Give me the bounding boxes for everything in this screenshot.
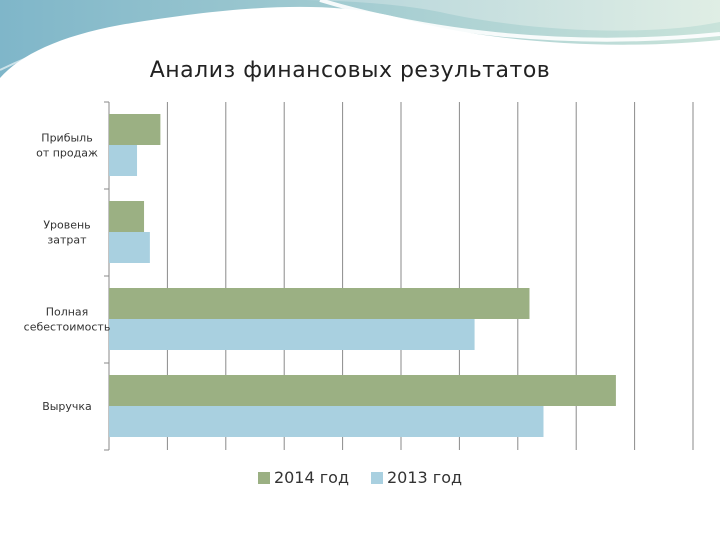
bar-2013-4 — [109, 406, 544, 437]
legend-label-2013: 2013 год — [387, 468, 463, 487]
legend-item-2013: 2013 год — [371, 468, 462, 487]
bar-chart: Прибыль от продаж Уровень затрат Полная себес… — [24, 101, 694, 451]
category-label: Прибыль от продаж — [36, 132, 98, 160]
category-label: Полная себестоимость — [24, 306, 111, 334]
bar-2013-2 — [109, 232, 150, 263]
bar-2013-3 — [109, 319, 475, 350]
legend-label-2014: 2014 год — [273, 468, 349, 487]
category-label: Выручка — [42, 400, 92, 413]
category-label: Уровень затрат — [43, 219, 90, 247]
bar-2014-4 — [109, 375, 616, 406]
bar-2014-2 — [109, 201, 145, 232]
bar-2014-1 — [109, 114, 161, 145]
legend-swatch-2014 — [257, 471, 270, 484]
chart-title-text: Анализ финансовых результатов — [149, 58, 551, 83]
legend-item-2014: 2014 год — [257, 468, 349, 487]
chart-title: Анализ финансовых результатов — [0, 58, 720, 83]
decorative-banner — [0, 0, 720, 78]
legend: 2014 год 2013 год — [0, 468, 720, 487]
bar-2013-1 — [109, 145, 138, 176]
bar-2014-3 — [109, 288, 530, 319]
legend-swatch-2013 — [371, 471, 383, 484]
